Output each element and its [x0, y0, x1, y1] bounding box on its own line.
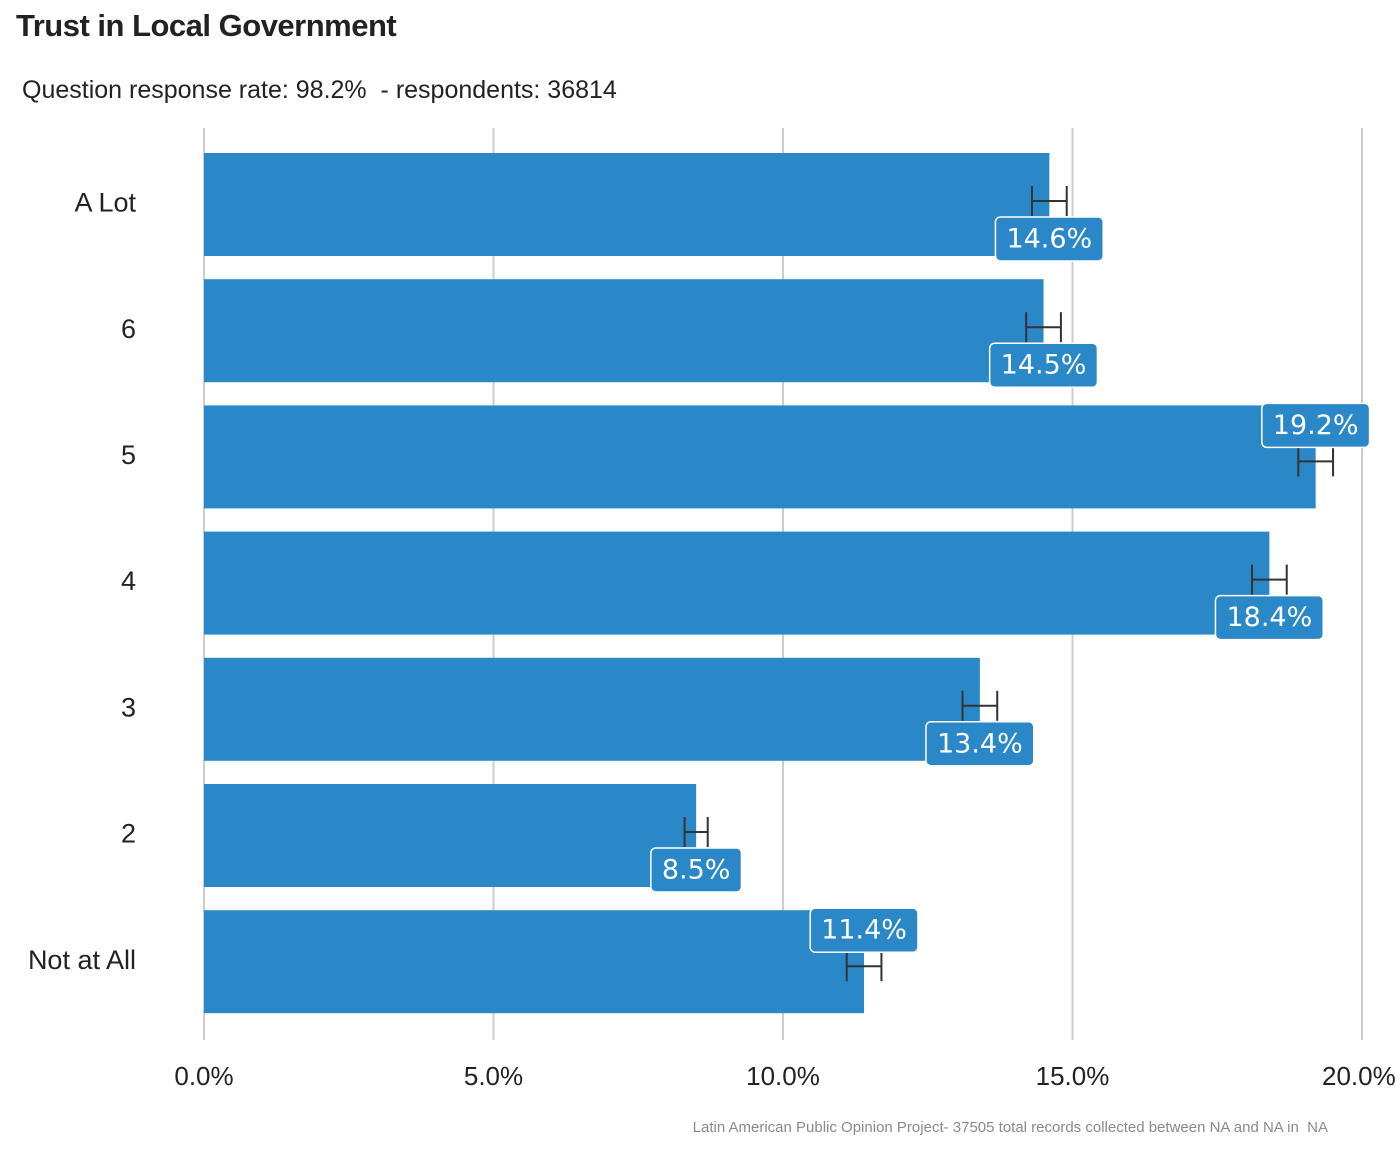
error-bar [683, 817, 709, 847]
category-label: 5 [121, 440, 136, 470]
error-bar [961, 690, 999, 721]
category-label: 2 [121, 819, 136, 849]
data-label-text: 14.6% [1006, 224, 1092, 255]
data-label-text: 11.4% [821, 915, 907, 946]
error-bar [845, 951, 883, 982]
x-tick-label: 5.0% [464, 1061, 523, 1091]
data-label: 14.5% [988, 342, 1099, 388]
error-bar [1297, 446, 1335, 477]
category-label: Not at All [28, 945, 136, 975]
data-label: 14.6% [994, 216, 1104, 262]
data-label-box [994, 216, 1104, 262]
category-label: 4 [121, 566, 136, 596]
category-label: 3 [121, 692, 136, 722]
data-labels: 14.6% 14.5% 19.2% 18.4% 13.4% 8.5% 11.4% [650, 216, 1371, 953]
x-tick-label: 10.0% [746, 1061, 820, 1091]
x-tick-label: 0.0% [174, 1061, 233, 1091]
chart-title: Trust in Local Government [16, 8, 397, 43]
data-label-box [1261, 402, 1371, 449]
data-label: 19.2% [1261, 402, 1371, 449]
data-label-box [809, 907, 919, 953]
bar [204, 657, 980, 761]
category-label: A Lot [74, 188, 136, 218]
bar [204, 784, 697, 887]
bar [204, 910, 865, 1014]
chart-caption: Latin American Public Opinion Project- 3… [692, 1119, 1328, 1136]
bars [204, 153, 1316, 1014]
category-labels: A Lot 6 5 4 3 2 Not at All [28, 188, 137, 975]
bar [204, 153, 1050, 256]
x-tick-label: 20.0% [1322, 1061, 1396, 1091]
data-label-text: 14.5% [1001, 350, 1087, 381]
data-label: 11.4% [809, 907, 919, 953]
error-bars [683, 186, 1335, 982]
error-bar [1250, 564, 1288, 595]
data-label-box [650, 847, 743, 893]
data-label-text: 13.4% [937, 728, 1023, 759]
data-label-text: 8.5% [662, 855, 731, 886]
error-bar [1025, 312, 1062, 343]
data-label-box [1214, 594, 1325, 641]
x-tick-label: 15.0% [1036, 1061, 1110, 1091]
data-label: 8.5% [650, 847, 743, 893]
data-label: 13.4% [925, 721, 1035, 767]
data-label: 18.4% [1214, 594, 1325, 641]
chart-subtitle: Question response rate: 98.2% - responde… [22, 76, 617, 104]
data-label-box [925, 721, 1035, 767]
data-label-text: 18.4% [1226, 602, 1312, 633]
category-label: 6 [121, 314, 136, 344]
bar [204, 279, 1044, 383]
bar [204, 405, 1316, 509]
error-bar [1030, 186, 1068, 216]
data-label-box [988, 342, 1099, 388]
x-axis-tick-labels: 0.0% 5.0% 10.0% 15.0% 20.0% [174, 1061, 1395, 1091]
bar [204, 531, 1270, 635]
data-label-text: 19.2% [1273, 410, 1359, 441]
